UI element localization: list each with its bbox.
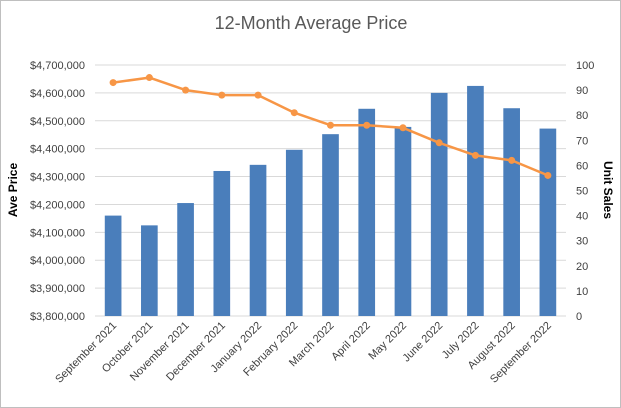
left-tick-label: $4,000,000 xyxy=(30,255,85,267)
bar xyxy=(213,170,231,316)
grid-lines xyxy=(95,64,566,317)
bar xyxy=(177,203,194,316)
line-point xyxy=(508,156,516,164)
left-tick-label: $4,400,000 xyxy=(30,144,85,156)
right-axis-title: Unit Sales xyxy=(601,161,615,219)
left-axis-ticks: $3,800,000 $3,900,000 $4,000,000 $4,100,000… xyxy=(30,60,85,323)
bar xyxy=(539,128,557,316)
left-tick-label: $4,300,000 xyxy=(30,172,85,184)
left-tick-label: $4,100,000 xyxy=(30,227,85,239)
right-tick-label: 30 xyxy=(576,236,588,248)
line-point xyxy=(290,109,298,117)
bar xyxy=(322,134,339,316)
line-point xyxy=(254,91,262,99)
chart-title: 12-Month Average Price xyxy=(215,13,408,33)
line-point xyxy=(399,124,407,132)
line-series xyxy=(109,74,552,179)
right-tick-label: 10 xyxy=(576,286,588,298)
bar xyxy=(430,92,448,316)
right-axis-ticks: 0 10 20 30 40 50 60 70 80 90 100 xyxy=(576,60,594,323)
bar xyxy=(394,126,412,316)
x-tick-label: April 2022 xyxy=(329,320,373,364)
bar xyxy=(467,85,484,317)
right-tick-label: 40 xyxy=(576,211,588,223)
bar xyxy=(104,215,122,316)
bar xyxy=(503,108,520,316)
line-point xyxy=(471,151,479,159)
right-tick-label: 0 xyxy=(576,311,582,323)
right-tick-label: 80 xyxy=(576,110,588,122)
right-tick-label: 60 xyxy=(576,160,588,172)
left-tick-label: $3,900,000 xyxy=(30,283,85,295)
x-tick-label: September 2021 xyxy=(53,320,119,386)
left-axis-title: Ave Price xyxy=(6,163,20,218)
x-tick-label: September 2022 xyxy=(488,320,554,386)
line-point xyxy=(327,121,334,129)
line-point xyxy=(182,86,190,94)
right-tick-label: 20 xyxy=(576,261,588,273)
bar xyxy=(141,225,158,316)
line-point xyxy=(544,171,552,179)
line-point xyxy=(363,121,371,129)
left-tick-label: $4,700,000 xyxy=(30,60,85,72)
bar xyxy=(249,164,267,316)
bar xyxy=(358,108,376,316)
right-tick-label: 90 xyxy=(576,85,588,97)
right-tick-label: 70 xyxy=(576,135,588,147)
line-point xyxy=(218,91,226,99)
line-point xyxy=(109,79,117,87)
right-tick-label: 50 xyxy=(576,186,588,198)
line-point xyxy=(145,74,153,82)
right-tick-label: 100 xyxy=(576,60,594,72)
left-tick-label: $4,500,000 xyxy=(30,116,85,128)
left-tick-label: $4,600,000 xyxy=(30,88,85,100)
line-point xyxy=(435,139,443,147)
bar xyxy=(285,149,303,316)
bar-series xyxy=(104,85,557,317)
left-tick-label: $3,800,000 xyxy=(30,311,85,323)
left-tick-label: $4,200,000 xyxy=(30,199,85,211)
